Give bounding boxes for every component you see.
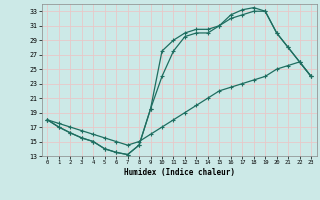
X-axis label: Humidex (Indice chaleur): Humidex (Indice chaleur) — [124, 168, 235, 177]
